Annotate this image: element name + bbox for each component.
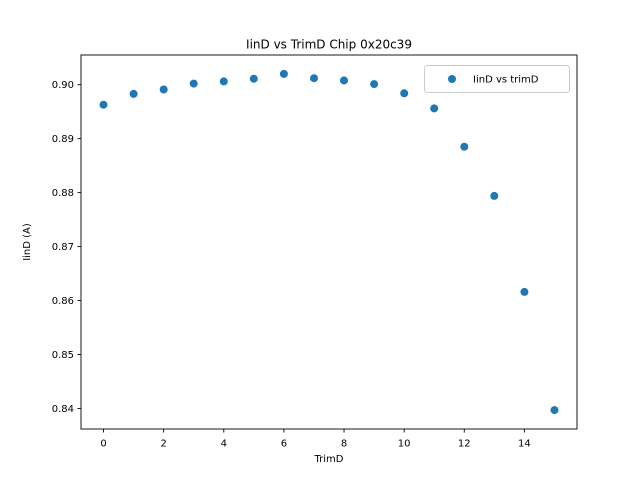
y-tick-label: 0.89 [52, 134, 74, 145]
legend-label: IinD vs trimD [473, 75, 539, 86]
data-point [129, 89, 138, 98]
data-points [99, 69, 559, 415]
x-tick-label: 8 [341, 439, 347, 450]
x-tick-label: 10 [398, 439, 411, 450]
y-tick-label: 0.85 [52, 350, 74, 361]
data-point [99, 100, 108, 109]
data-point [550, 406, 559, 415]
y-tick-label: 0.86 [52, 296, 74, 307]
legend: IinD vs trimD [424, 65, 570, 93]
y-tick-label: 0.90 [52, 80, 74, 91]
data-point [159, 85, 168, 94]
data-point [400, 89, 409, 98]
data-point [310, 74, 318, 83]
x-tick-label: 4 [221, 439, 227, 450]
x-tick-label: 0 [100, 439, 106, 450]
y-axis-label: IinD (A) [22, 223, 33, 261]
data-point [189, 79, 198, 88]
x-tick-label: 6 [281, 439, 287, 450]
x-axis-label: TrimD [314, 454, 344, 465]
data-point [490, 191, 499, 200]
y-axis: 0.84 0.85 0.86 0.87 0.88 0.89 0.90 [52, 80, 81, 415]
data-point [370, 80, 379, 89]
data-point [460, 142, 469, 151]
x-axis: 0 2 4 6 8 10 12 14 [100, 429, 531, 450]
data-point [249, 74, 258, 83]
y-tick-label: 0.87 [52, 242, 74, 253]
data-point [520, 287, 529, 296]
data-point [279, 69, 288, 78]
chart-title: IinD vs TrimD Chip 0x20c39 [246, 38, 412, 52]
plot-border [80, 54, 578, 430]
y-tick-label: 0.84 [52, 404, 74, 415]
legend-marker-icon [448, 75, 456, 83]
data-point [219, 77, 228, 86]
legend-box [424, 65, 570, 93]
data-point [340, 76, 348, 85]
x-tick-label: 2 [160, 439, 166, 450]
x-tick-label: 12 [458, 439, 471, 450]
y-tick-label: 0.88 [52, 188, 74, 199]
data-point [430, 104, 439, 113]
x-tick-label: 14 [518, 439, 531, 450]
